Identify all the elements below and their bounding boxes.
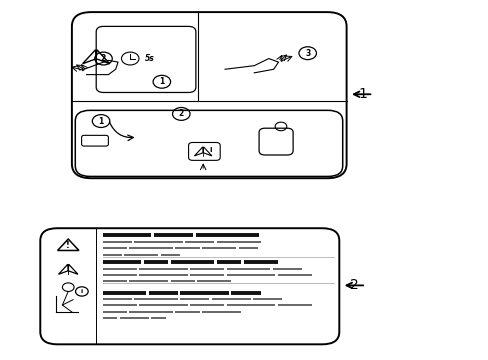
Text: !: ! [66, 241, 70, 250]
FancyBboxPatch shape [40, 228, 339, 344]
Text: 2: 2 [350, 278, 359, 292]
Text: 1: 1 [159, 77, 164, 86]
FancyBboxPatch shape [259, 128, 292, 155]
Text: 5s: 5s [144, 54, 154, 63]
FancyBboxPatch shape [188, 143, 220, 160]
Text: 2: 2 [178, 109, 183, 118]
FancyBboxPatch shape [81, 135, 108, 146]
Text: 1: 1 [358, 87, 367, 101]
FancyBboxPatch shape [72, 12, 346, 178]
Text: 3: 3 [305, 49, 310, 58]
Text: i: i [81, 289, 83, 294]
Text: i: i [209, 147, 211, 153]
FancyBboxPatch shape [75, 111, 342, 176]
Text: 1: 1 [98, 117, 103, 126]
FancyBboxPatch shape [96, 26, 196, 93]
Text: 2: 2 [101, 54, 106, 63]
